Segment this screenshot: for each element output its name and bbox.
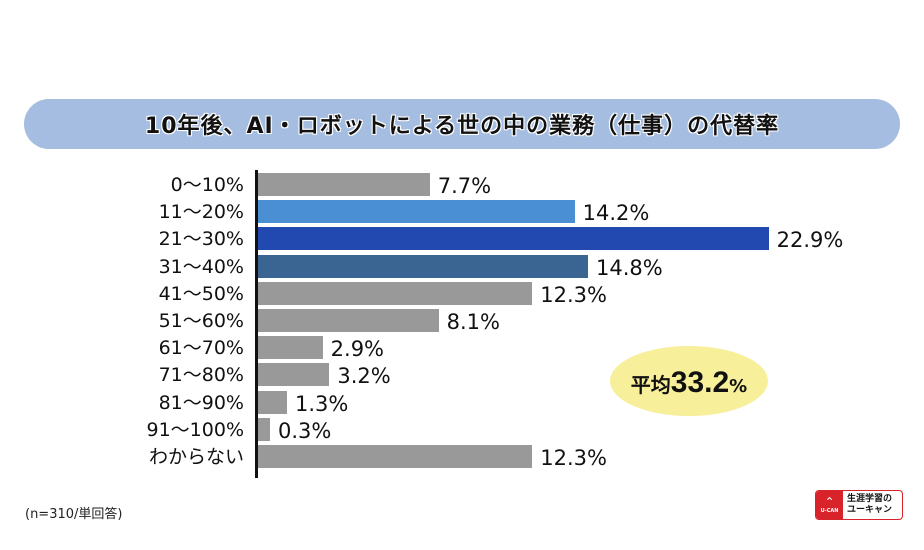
category-label: 81〜90% (158, 391, 244, 414)
category-label: 71〜80% (158, 364, 244, 387)
category-label: 61〜70% (158, 337, 244, 360)
bar-row: 51〜60% 8.1% (0, 308, 924, 334)
value-label: 3.2% (337, 364, 391, 389)
bar (258, 336, 323, 360)
bar (258, 254, 589, 278)
average-badge: 平均 33.2 % (610, 346, 768, 416)
category-label: 91〜100% (146, 418, 245, 441)
value-label: 14.8% (596, 255, 663, 280)
chevron-up-icon: ⌃ (824, 494, 835, 509)
value-label: 14.2% (582, 201, 650, 226)
value-label: 0.3% (278, 418, 332, 443)
ucan-logo: ⌃ U-CAN 生涯学習の ユーキャン (815, 490, 903, 520)
bar-row: 91〜100% 0.3% (0, 417, 924, 443)
bar-row: 11〜20% 14.2% (0, 199, 924, 225)
bar (258, 445, 533, 468)
category-label: わからない (148, 446, 244, 468)
bar-row: 0〜10% 7.7% (0, 172, 924, 198)
bar (258, 417, 270, 441)
category-label: 11〜20% (158, 201, 244, 224)
ucan-logo-text: 生涯学習の ユーキャン (847, 494, 893, 515)
bar (258, 390, 287, 414)
value-label: 2.9% (330, 337, 385, 362)
bar-row: 71〜80% 3.2% (0, 362, 924, 388)
value-label: 7.7% (437, 174, 492, 198)
y-axis-line (255, 170, 258, 478)
category-label: 31〜40% (158, 255, 244, 278)
average-unit: % (729, 376, 748, 397)
ucan-logo-mark: ⌃ U-CAN (816, 491, 843, 519)
bar (258, 173, 430, 196)
bar-row: 81〜90% 1.3% (0, 390, 924, 416)
bar-row: 31〜40% 14.8% (0, 254, 924, 280)
chart-title-band: 10年後、AI・ロボットによる世の中の業務（仕事）の代替率 (24, 99, 900, 149)
value-label: 1.3% (294, 391, 349, 416)
bar (258, 227, 769, 251)
category-label: 41〜50% (158, 282, 244, 305)
bar (258, 363, 330, 387)
value-label: 12.3% (540, 282, 607, 307)
sample-note: (n=310/単回答) (25, 507, 123, 522)
chart-title: 10年後、AI・ロボットによる世の中の業務（仕事）の代替率 (144, 114, 780, 139)
category-label: 51〜60% (158, 310, 244, 332)
value-label: 22.9% (776, 228, 844, 253)
category-label: 0〜10% (170, 174, 244, 196)
bar-row: 41〜50% 12.3% (0, 281, 924, 307)
value-label: 8.1% (446, 310, 500, 334)
bar-row: 21〜30% 22.9% (0, 226, 924, 252)
average-label: 平均 (630, 373, 671, 397)
bar (258, 200, 575, 224)
average-value: 33.2 (670, 366, 730, 399)
bar (258, 309, 439, 332)
bar-row: 61〜70% 2.9% (0, 335, 924, 361)
bar-row: わからない 12.3% (0, 444, 924, 470)
category-label: 21〜30% (158, 228, 244, 251)
bar (258, 281, 533, 305)
value-label: 12.3% (540, 446, 607, 470)
